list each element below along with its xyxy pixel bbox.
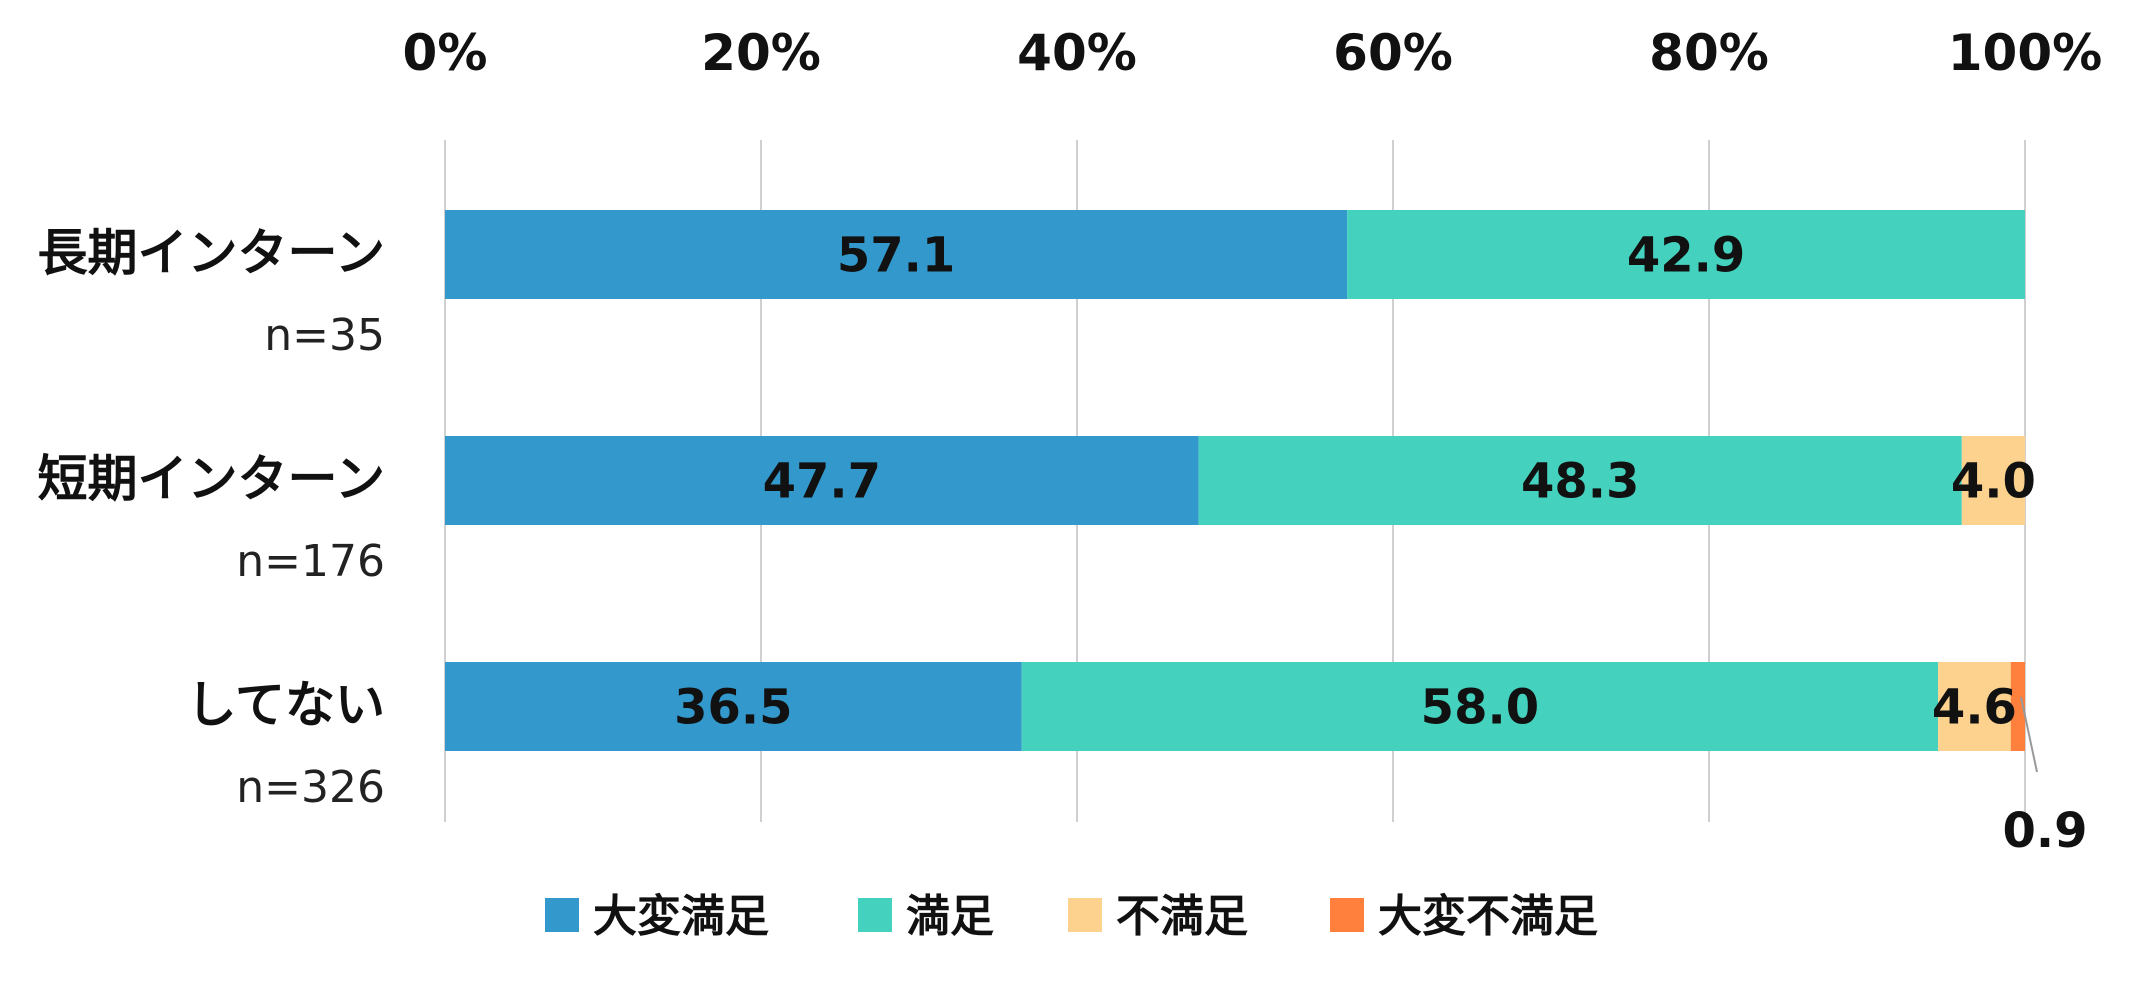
bar-segment [2010,662,2025,751]
bar-segment [1961,436,2025,525]
bar-segment [445,436,1199,525]
legend-label: 大変満足 [593,891,769,942]
bar-segment [445,210,1348,299]
legend-swatch [858,898,892,932]
legend-swatch [1330,898,1364,932]
legend-swatch [545,898,579,932]
data-label: 36.5 [674,680,792,736]
data-label: 48.3 [1521,454,1639,510]
bar-segment [1198,436,1962,525]
x-tick-label: 20% [701,24,821,82]
data-label: 42.9 [1627,228,1745,284]
sample-size-label: n=35 [264,310,385,361]
data-label: 57.1 [837,228,955,284]
leader-line [2020,696,2038,773]
data-label: 4.6 [1932,680,2017,736]
data-label: 58.0 [1421,680,1539,736]
legend-swatch [1068,898,1102,932]
data-label: 4.0 [1951,454,2036,510]
x-tick-label: 80% [1649,24,1769,82]
x-axis-ticks: 0% 20% 40% 60% 80% 100% [403,24,2103,82]
legend-label: 大変不満足 [1378,891,1598,942]
sample-size-label: n=176 [236,536,385,587]
data-label: 47.7 [763,454,881,510]
data-labels: 57.1 42.9 47.7 48.3 4.0 36.5 58.0 4.6 0.9 [674,228,2087,860]
bar-segment [445,662,1022,751]
category-label: してない [187,676,386,734]
legend-label: 不満足 [1116,891,1248,942]
category-label: 短期インターン [38,450,386,508]
legend-label: 満足 [906,891,994,942]
legend: 大変満足 満足 不満足 大変不満足 [545,891,1598,942]
category-label: 長期インターン [38,224,386,282]
category-labels: 長期インターン n=35 短期インターン n=176 してない n=326 [38,224,386,813]
bars [445,210,2025,751]
sample-size-label: n=326 [236,762,385,813]
x-tick-label: 0% [403,24,488,82]
bar-segment [1021,662,1939,751]
x-tick-label: 100% [1948,24,2102,82]
data-label: 0.9 [2002,803,2087,859]
bar-segment [1938,662,2011,751]
bar-segment [1347,210,2025,299]
x-tick-label: 40% [1017,24,1137,82]
x-tick-label: 60% [1333,24,1453,82]
